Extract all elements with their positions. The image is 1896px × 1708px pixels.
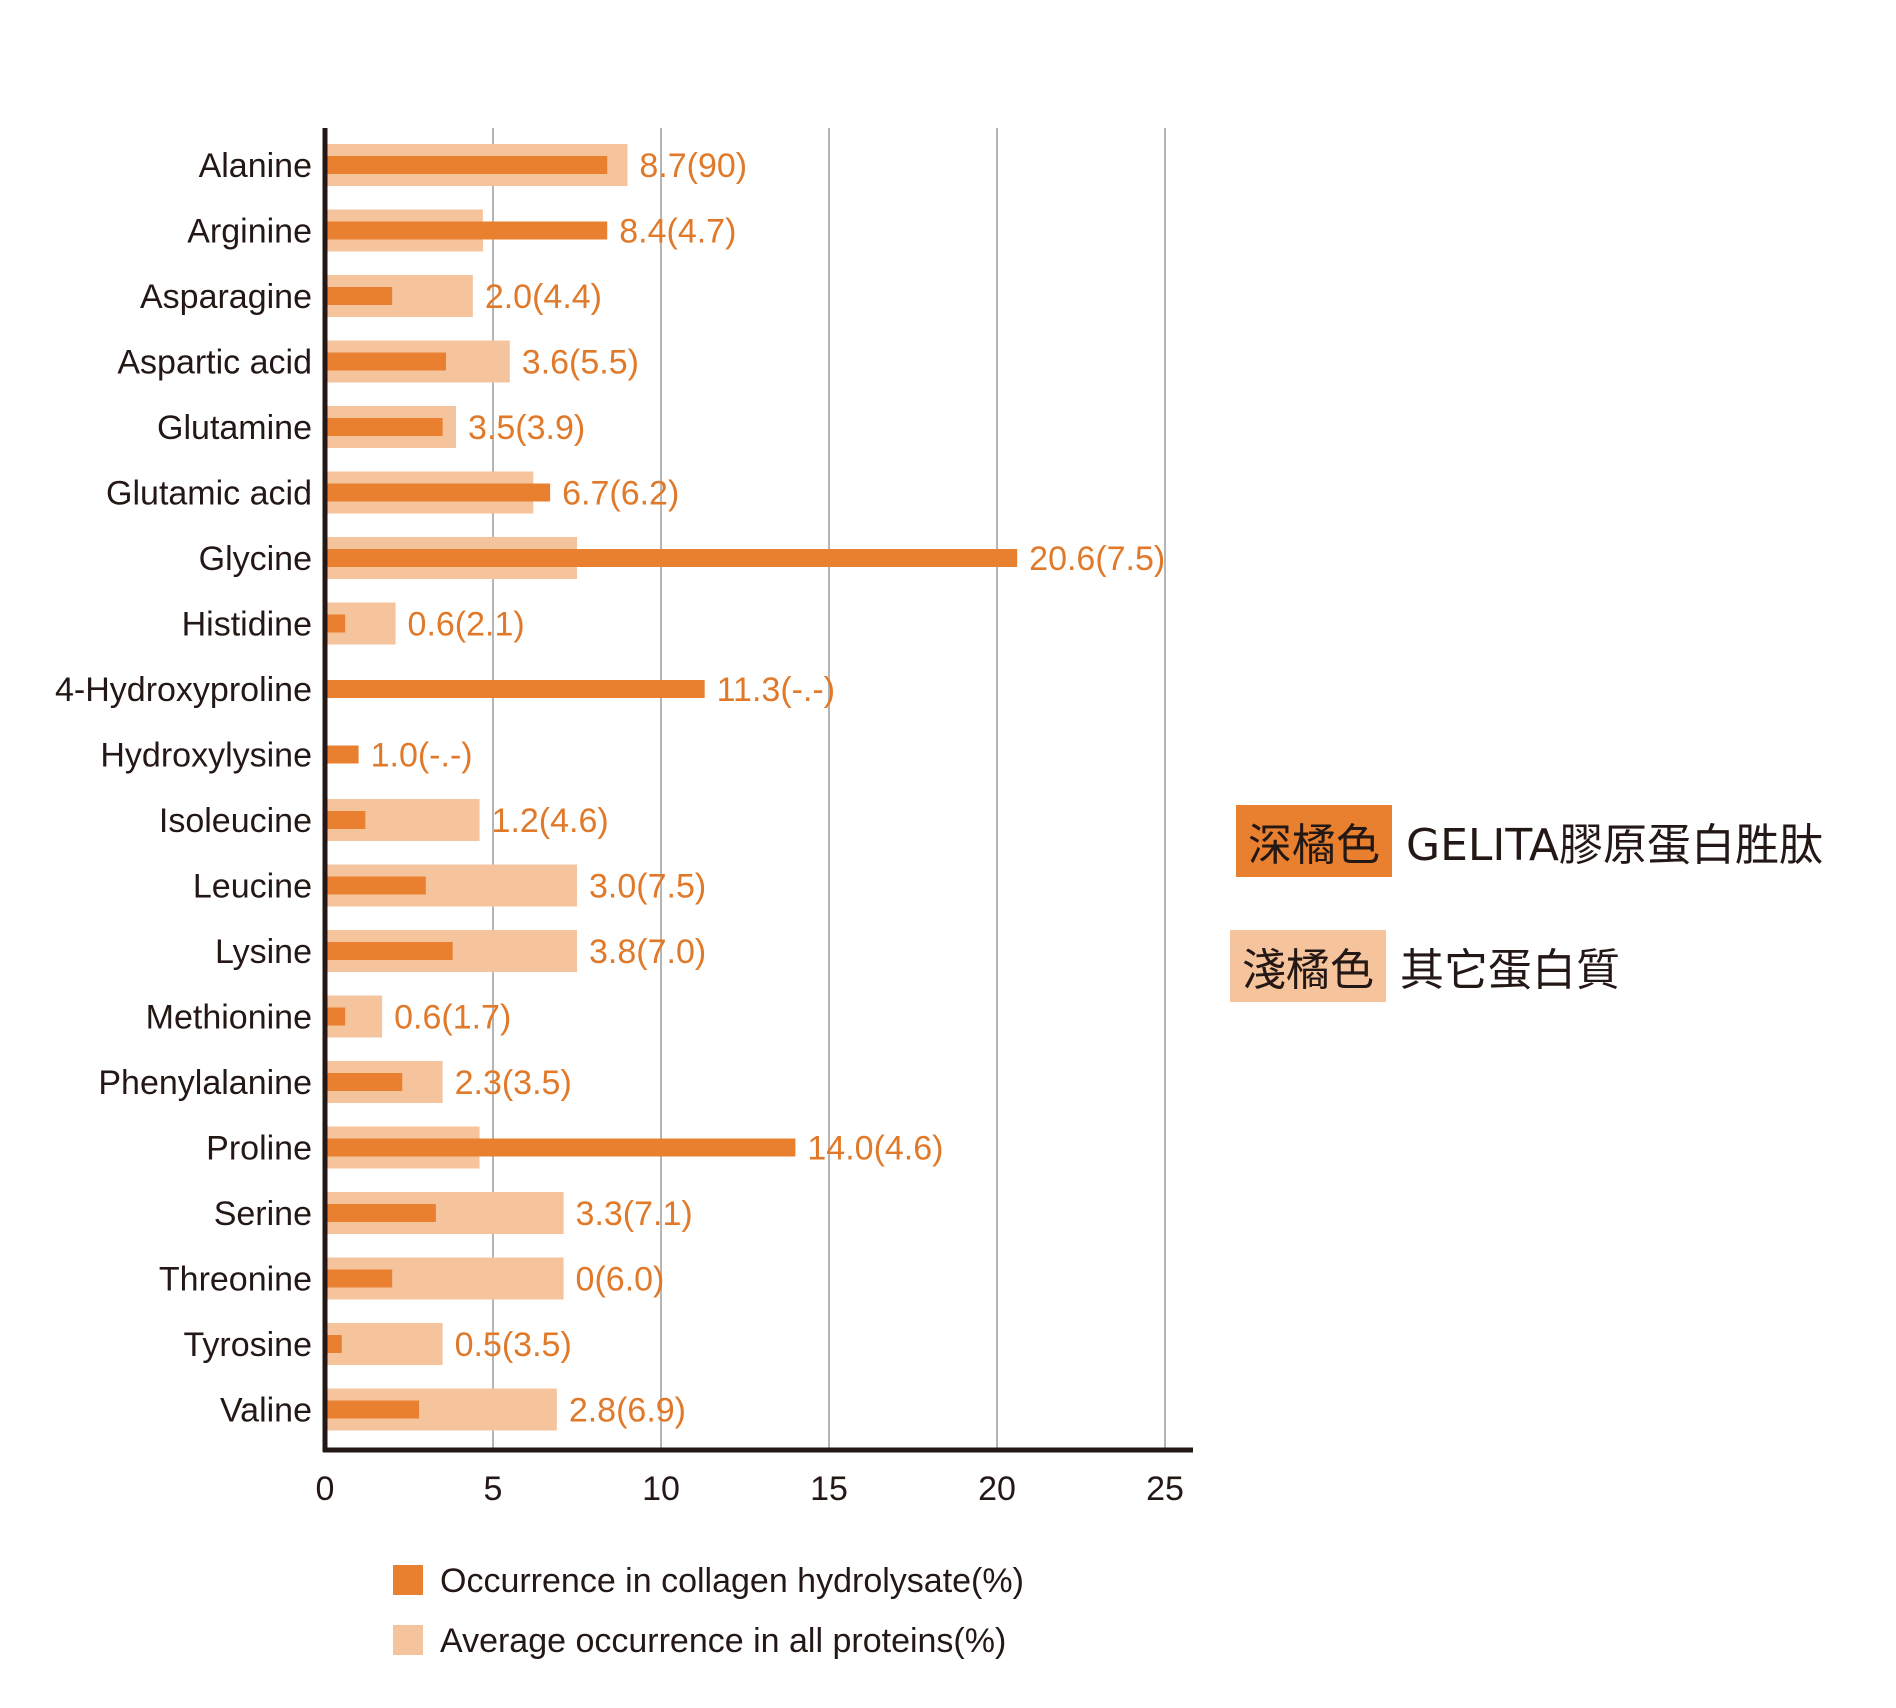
category-label-14: Phenylalanine (98, 1064, 312, 1102)
category-label-3: Aspartic acid (117, 344, 312, 382)
cn-legend-light-swatch: 淺橘色 (1230, 930, 1386, 1002)
value-label-9: 1.0(-.-) (371, 737, 473, 775)
category-label-16: Serine (214, 1195, 312, 1233)
value-label-16: 3.3(7.1) (576, 1195, 693, 1233)
grid-lines (492, 128, 1166, 1450)
cn-legend-light-text: 其它蛋白質 (1400, 945, 1620, 996)
x-tick-label-20: 20 (978, 1470, 1016, 1508)
value-label-13: 0.6(1.7) (394, 999, 511, 1037)
bars (325, 144, 1018, 1431)
value-label-18: 0.5(3.5) (455, 1326, 572, 1364)
category-label-0: Alanine (199, 147, 312, 185)
value-label-5: 6.7(6.2) (562, 475, 679, 513)
x-tick-label-0: 0 (316, 1470, 335, 1508)
value-label-15: 14.0(4.6) (807, 1130, 943, 1168)
cn-legend-dark: 深橘色 GELITA膠原蛋白胜肽 (1236, 805, 1823, 877)
value-label-19: 2.8(6.9) (569, 1392, 686, 1430)
category-label-4: Glutamine (157, 409, 312, 447)
cn-legend-light: 淺橘色 其它蛋白質 (1230, 930, 1620, 1002)
category-label-10: Isoleucine (159, 802, 312, 840)
bar-dark-10 (325, 811, 366, 829)
bar-dark-2 (325, 287, 393, 305)
x-tick-label-10: 10 (642, 1470, 680, 1508)
value-label-4: 3.5(3.9) (468, 409, 585, 447)
category-label-7: Histidine (182, 606, 312, 644)
value-label-10: 1.2(4.6) (492, 802, 609, 840)
legend-label-0: Occurrence in collagen hydrolysate(%) (440, 1562, 1024, 1600)
bar-dark-18 (325, 1335, 342, 1353)
bar-dark-7 (325, 614, 346, 633)
x-tick-label-5: 5 (484, 1470, 503, 1508)
bar-dark-14 (325, 1073, 403, 1091)
bar-dark-8 (325, 680, 705, 698)
bar-dark-16 (325, 1204, 436, 1222)
bar-dark-3 (325, 352, 446, 371)
category-label-17: Threonine (159, 1261, 312, 1299)
bar-dark-11 (325, 876, 426, 895)
category-label-19: Valine (220, 1392, 312, 1430)
value-label-2: 2.0(4.4) (485, 278, 602, 316)
category-label-1: Arginine (187, 213, 312, 251)
value-label-8: 11.3(-.-) (717, 671, 835, 709)
category-label-11: Leucine (193, 868, 312, 906)
bar-dark-19 (325, 1400, 420, 1419)
bar-dark-13 (325, 1007, 346, 1026)
legend-label-1: Average occurrence in all proteins(%) (440, 1622, 1006, 1660)
category-label-13: Methionine (146, 999, 312, 1037)
legend: Occurrence in collagen hydrolysate(%) Ave… (393, 1562, 1024, 1660)
category-label-15: Proline (206, 1130, 312, 1168)
axes (322, 128, 1193, 1453)
cn-legend-dark-swatch: 深橘色 (1236, 805, 1392, 877)
legend-swatch-0 (393, 1565, 423, 1595)
category-label-2: Asparagine (140, 278, 312, 316)
category-label-9: Hydroxylysine (100, 737, 312, 775)
bar-dark-5 (325, 483, 551, 502)
value-label-0: 8.7(90) (639, 147, 747, 185)
bar-dark-6 (325, 549, 1018, 567)
category-label-12: Lysine (215, 933, 312, 971)
category-label-5: Glutamic acid (106, 475, 312, 513)
cn-legend-dark-text: GELITA膠原蛋白胜肽 (1406, 820, 1823, 871)
value-label-6: 20.6(7.5) (1029, 540, 1165, 578)
value-label-12: 3.8(7.0) (589, 933, 706, 971)
bar-dark-9 (325, 745, 359, 764)
category-label-18: Tyrosine (184, 1326, 313, 1364)
x-tick-label-15: 15 (810, 1470, 848, 1508)
value-label-3: 3.6(5.5) (522, 344, 639, 382)
bar-dark-1 (325, 221, 608, 240)
bar-dark-0 (325, 156, 608, 174)
legend-swatch-1 (393, 1625, 423, 1655)
bar-dark-12 (325, 942, 453, 960)
category-label-8: 4-Hydroxyproline (55, 671, 312, 709)
labels: 0 5 10 15 20 25 Alanine 8.7(90) Arginine 8.4(4.7)… (55, 147, 1184, 1508)
value-label-17: 0(6.0) (576, 1261, 665, 1299)
bar-light-18 (325, 1323, 443, 1365)
x-tick-label-25: 25 (1146, 1470, 1184, 1508)
value-label-7: 0.6(2.1) (408, 606, 525, 644)
bar-dark-4 (325, 418, 443, 436)
value-label-11: 3.0(7.5) (589, 868, 706, 906)
value-label-1: 8.4(4.7) (619, 213, 736, 251)
category-label-6: Glycine (199, 540, 312, 578)
bar-dark-17 (325, 1269, 393, 1288)
value-label-14: 2.3(3.5) (455, 1064, 572, 1102)
bar-dark-15 (325, 1138, 796, 1157)
